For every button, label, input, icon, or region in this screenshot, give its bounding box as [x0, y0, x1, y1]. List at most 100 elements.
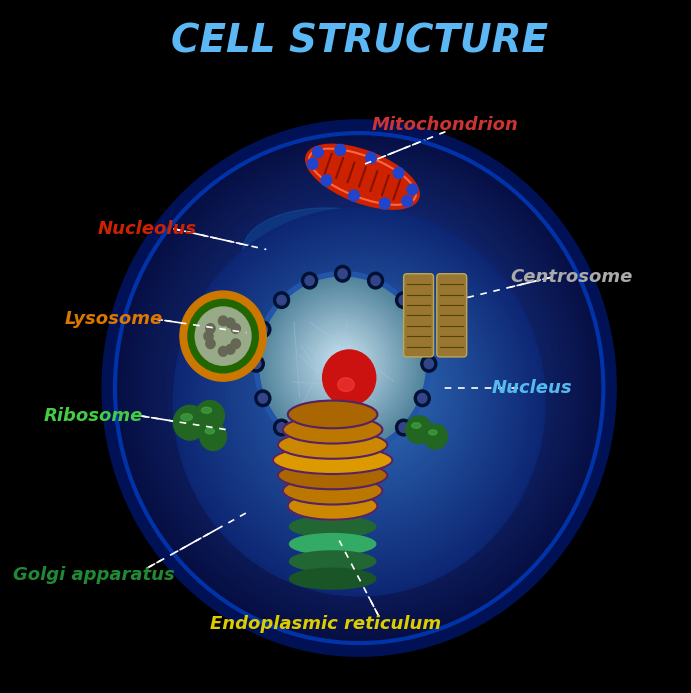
Circle shape: [258, 276, 427, 452]
Circle shape: [330, 318, 421, 413]
Circle shape: [243, 243, 495, 506]
Circle shape: [291, 310, 395, 418]
Circle shape: [172, 182, 556, 581]
Circle shape: [236, 263, 491, 528]
Circle shape: [371, 276, 380, 286]
Circle shape: [114, 131, 605, 644]
Circle shape: [187, 194, 543, 566]
Circle shape: [293, 312, 442, 467]
Circle shape: [374, 356, 384, 366]
Circle shape: [258, 255, 483, 491]
Circle shape: [303, 322, 382, 405]
Circle shape: [140, 153, 583, 617]
Circle shape: [424, 359, 433, 369]
Circle shape: [321, 175, 332, 186]
Circle shape: [261, 258, 480, 486]
Circle shape: [297, 316, 388, 412]
Circle shape: [241, 267, 486, 523]
Circle shape: [182, 215, 538, 587]
Circle shape: [268, 290, 463, 494]
Circle shape: [225, 227, 511, 525]
Ellipse shape: [181, 414, 192, 421]
Circle shape: [339, 359, 347, 369]
Circle shape: [298, 317, 388, 411]
Circle shape: [261, 284, 468, 501]
Circle shape: [263, 280, 423, 448]
Circle shape: [265, 288, 466, 498]
Circle shape: [312, 302, 437, 432]
Circle shape: [313, 333, 372, 394]
Circle shape: [303, 320, 433, 456]
Circle shape: [178, 186, 551, 576]
Circle shape: [335, 144, 346, 155]
Circle shape: [337, 358, 348, 370]
Circle shape: [276, 297, 456, 485]
Circle shape: [167, 177, 560, 588]
Ellipse shape: [201, 407, 211, 413]
Circle shape: [177, 211, 542, 593]
Circle shape: [294, 313, 391, 414]
FancyBboxPatch shape: [404, 274, 433, 357]
Circle shape: [305, 296, 442, 440]
Circle shape: [334, 446, 350, 462]
Circle shape: [301, 272, 318, 289]
Circle shape: [125, 141, 596, 632]
Circle shape: [227, 254, 499, 538]
Circle shape: [285, 304, 400, 424]
Circle shape: [297, 290, 448, 448]
Circle shape: [158, 168, 568, 597]
Circle shape: [269, 292, 462, 492]
Ellipse shape: [290, 516, 376, 537]
Circle shape: [280, 300, 453, 482]
Circle shape: [143, 156, 580, 613]
Circle shape: [258, 324, 267, 334]
Circle shape: [245, 244, 493, 504]
Circle shape: [136, 150, 587, 620]
Circle shape: [171, 179, 557, 584]
Circle shape: [299, 317, 436, 460]
Circle shape: [165, 175, 562, 589]
Circle shape: [260, 277, 426, 450]
Circle shape: [181, 189, 548, 572]
Circle shape: [325, 346, 360, 382]
Circle shape: [361, 371, 383, 394]
Circle shape: [310, 301, 438, 434]
Circle shape: [274, 270, 469, 473]
Circle shape: [277, 423, 286, 432]
Ellipse shape: [278, 431, 388, 459]
Circle shape: [301, 321, 384, 407]
Ellipse shape: [283, 477, 382, 505]
Circle shape: [287, 306, 398, 421]
Circle shape: [288, 308, 446, 473]
Circle shape: [323, 344, 361, 384]
Circle shape: [229, 257, 496, 535]
Circle shape: [324, 340, 414, 433]
Circle shape: [337, 358, 348, 369]
Circle shape: [223, 251, 502, 542]
Circle shape: [229, 230, 508, 521]
Circle shape: [207, 237, 516, 560]
Circle shape: [415, 321, 430, 337]
Circle shape: [328, 317, 422, 414]
Circle shape: [421, 356, 437, 372]
Circle shape: [308, 328, 377, 400]
Circle shape: [162, 172, 565, 593]
Circle shape: [281, 300, 404, 428]
Circle shape: [334, 355, 351, 373]
Circle shape: [190, 222, 531, 578]
Circle shape: [326, 341, 413, 431]
Circle shape: [339, 352, 401, 417]
Circle shape: [311, 331, 375, 397]
Circle shape: [261, 279, 424, 448]
Circle shape: [399, 295, 408, 305]
Circle shape: [305, 325, 379, 403]
Circle shape: [233, 260, 493, 532]
Circle shape: [253, 277, 476, 510]
Text: Mitochondrion: Mitochondrion: [372, 116, 519, 134]
Circle shape: [363, 346, 393, 378]
Circle shape: [196, 401, 225, 431]
Text: Endoplasmic reticulum: Endoplasmic reticulum: [211, 615, 442, 633]
Circle shape: [111, 128, 608, 647]
Circle shape: [215, 244, 509, 551]
Text: Ribosome: Ribosome: [44, 407, 143, 425]
